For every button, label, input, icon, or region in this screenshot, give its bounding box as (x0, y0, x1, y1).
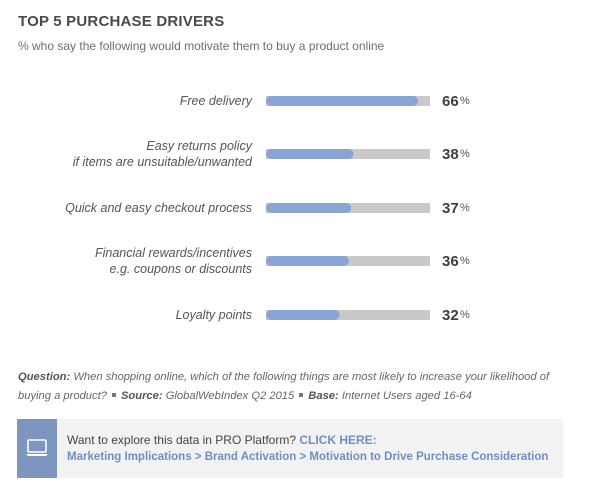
value-unit: % (460, 255, 470, 267)
laptop-icon (26, 439, 48, 456)
source-text: GlobalWebIndex Q2 2015 (165, 390, 295, 402)
value-unit: % (460, 95, 470, 107)
separator-dot (299, 393, 304, 398)
pro-platform-cta[interactable]: Want to explore this data in PRO Platfor… (17, 419, 563, 478)
category-label: Loyalty points (176, 308, 252, 322)
cta-question: Want to explore this data in PRO Platfor… (67, 433, 296, 447)
category-label: Financial rewards/incentives (95, 246, 252, 260)
separator-dot (111, 393, 116, 398)
click-here-link[interactable]: CLICK HERE: (299, 433, 377, 447)
value-label: 32 (442, 307, 459, 324)
base-label: Base: (308, 390, 339, 402)
chart-subtitle: % who say the following would motivate t… (18, 39, 385, 53)
cta-icon-box (17, 419, 57, 478)
base-text: Internet Users aged 16-64 (341, 390, 472, 402)
chart-title: TOP 5 PURCHASE DRIVERS (18, 13, 225, 30)
footnote: Question: When shopping online, which of… (18, 368, 578, 406)
value-label: 38 (442, 146, 459, 163)
bar (266, 256, 349, 266)
category-label: Quick and easy checkout process (65, 201, 252, 215)
bar-track (266, 310, 430, 320)
value-unit: % (460, 309, 470, 321)
value-label: 66 (442, 93, 459, 110)
value-label: 36 (442, 253, 459, 270)
bar-chart: Free delivery 66 % Easy returns policy if it… (65, 93, 470, 324)
bar (266, 149, 354, 159)
category-label: if items are unsuitable/unwanted (73, 155, 253, 169)
question-label: Question: (18, 371, 71, 383)
cta-path-link[interactable]: Marketing Implications > Brand Activatio… (67, 451, 549, 463)
bar (266, 203, 352, 213)
source-label: Source: (120, 390, 163, 402)
category-label: Easy returns policy (146, 139, 252, 153)
category-label: Free delivery (180, 94, 253, 108)
value-label: 37 (442, 200, 459, 217)
value-unit: % (460, 202, 470, 214)
bar (266, 310, 340, 320)
category-label: e.g. coupons or discounts (110, 262, 252, 276)
cta-text: Want to explore this data in PRO Platfor… (67, 433, 377, 447)
value-unit: % (460, 148, 470, 160)
bar (266, 96, 418, 106)
question-text: When shopping online, which of the follo… (18, 371, 550, 402)
